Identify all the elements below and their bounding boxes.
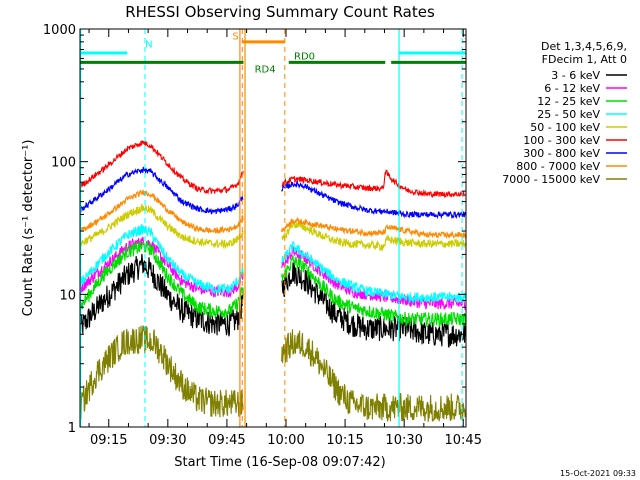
x-axis-title: Start Time (16-Sep-08 09:07:42)	[174, 455, 385, 470]
generation-timestamp: 15-Oct-2021 09:33	[560, 469, 636, 478]
x-tick-label-5: 10:30	[385, 433, 422, 448]
legend-label-4: 50 - 100 keV	[530, 121, 600, 134]
legend-label-1: 6 - 12 keV	[544, 82, 600, 95]
x-tick-label-1: 09:30	[149, 433, 186, 448]
plot-annotations: N S RD0 RD4	[79, 29, 466, 427]
x-tick-label-2: 09:45	[208, 433, 245, 448]
legend-label-5: 100 - 300 keV	[523, 134, 600, 147]
y-tick-label-1: 10	[59, 288, 76, 303]
legend-header-1: FDecim 1, Att 0	[542, 53, 627, 66]
y-tick-label-0: 1	[68, 421, 76, 436]
x-tick-label-0: 09:15	[90, 433, 127, 448]
series-line-6	[79, 166, 466, 220]
annotation-label-s: S	[232, 32, 238, 43]
annotation-label-rd4: RD4	[255, 65, 276, 76]
y-tick-label-2: 100	[51, 156, 76, 171]
x-tick-label-4: 10:15	[326, 433, 363, 448]
legend-label-7: 800 - 7000 keV	[516, 160, 600, 173]
legend-header-0: Det 1,3,4,5,6,9,	[541, 40, 627, 53]
series-line-7	[79, 189, 467, 239]
legend-label-3: 25 - 50 keV	[537, 108, 600, 121]
annotation-label-rd0: RD0	[294, 51, 315, 62]
x-tick-label-6: 10:45	[445, 433, 482, 448]
series-line-3	[79, 223, 467, 305]
legend-label-6: 300 - 800 keV	[523, 147, 600, 160]
series-line-2	[79, 240, 467, 328]
x-tick-label-3: 10:00	[267, 433, 304, 448]
legend-label-0: 3 - 6 keV	[551, 69, 600, 82]
legend-label-8: 7000 - 15000 keV	[502, 173, 600, 186]
series-line-4	[79, 203, 467, 252]
legend-label-2: 12 - 25 keV	[537, 95, 600, 108]
series-line-0	[79, 253, 467, 348]
chart-title: RHESSI Observing Summary Count Rates	[125, 3, 435, 21]
y-tick-label-3: 1000	[43, 23, 76, 38]
series-line-8	[79, 325, 467, 423]
axes: 09:15 09:30 09:45 10:00 10:15 10:30 10:45 1 10 10…	[43, 23, 482, 448]
plot-frame	[79, 28, 467, 428]
series-line-5	[79, 140, 466, 199]
legend: Det 1,3,4,5,6,9,FDecim 1, Att 0 3 - 6 keV…	[502, 40, 627, 186]
annotation-label-n: N	[145, 40, 152, 51]
plot-data	[79, 140, 467, 423]
y-axis-title: Count Rate (s⁻¹ detector⁻¹)	[21, 140, 36, 317]
